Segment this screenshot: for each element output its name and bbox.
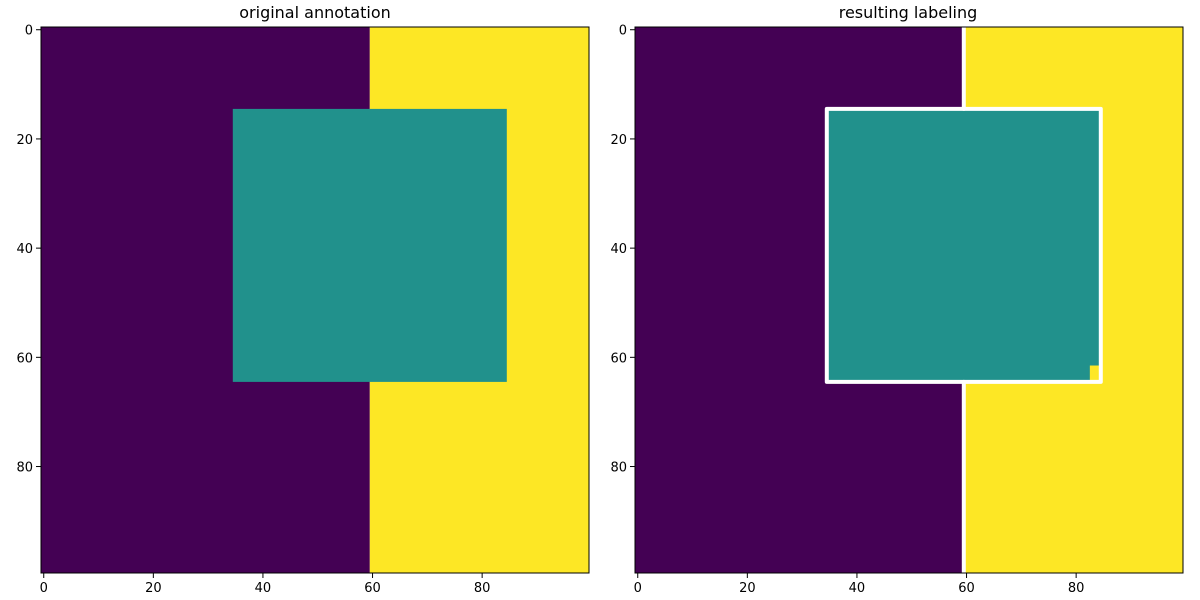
panel-original-annotation: original annotation 0 20 40 60 80 0 20 40 60 80 (16, 3, 590, 596)
x-tick-label: 0 (40, 581, 48, 596)
chart-title: original annotation (239, 3, 391, 22)
x-tick-label: 20 (145, 581, 162, 596)
x-tick-label: 0 (634, 581, 642, 596)
x-tick-label: 40 (849, 581, 866, 596)
x-tick-label: 60 (364, 581, 381, 596)
x-tick-label: 40 (255, 581, 272, 596)
x-tick-label: 20 (739, 581, 756, 596)
region-label-1 (232, 108, 507, 382)
y-tick-label: 40 (610, 242, 627, 257)
y-tick-label: 20 (16, 133, 33, 148)
x-tick-label: 80 (474, 581, 491, 596)
axes-frame (634, 26, 1184, 574)
x-tick-label: 60 (958, 581, 975, 596)
y-tick-label: 60 (610, 351, 627, 366)
axes-frame (40, 26, 590, 574)
y-tick-label: 80 (16, 461, 33, 476)
region-label-1 (826, 108, 1101, 382)
square-boundary (824, 106, 1103, 384)
y-tick-label: 0 (25, 24, 33, 39)
y-tick-label: 40 (16, 242, 33, 257)
y-tick-label: 80 (610, 461, 627, 476)
y-tick-label: 0 (619, 24, 627, 39)
chart-title: resulting labeling (839, 3, 978, 22)
x-tick-label: 80 (1068, 581, 1085, 596)
panel-resulting-labeling: resulting labeling 0 20 40 60 80 0 20 40 60 80 (610, 3, 1184, 596)
region-label-2 (1089, 365, 1101, 382)
y-tick-label: 60 (16, 351, 33, 366)
y-tick-label: 20 (610, 133, 627, 148)
